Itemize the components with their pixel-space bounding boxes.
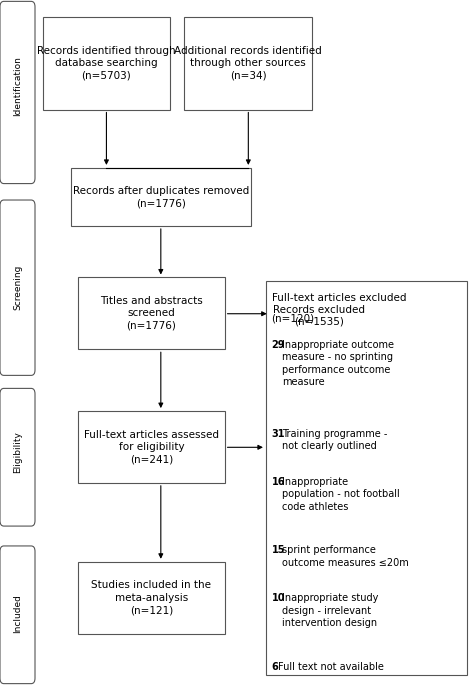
Text: Titles and abstracts
screened
(n=1776): Titles and abstracts screened (n=1776) (100, 296, 203, 331)
FancyBboxPatch shape (0, 546, 35, 684)
Text: Records excluded
(n=1535): Records excluded (n=1535) (273, 305, 365, 327)
Bar (71, 168, 251, 226)
Text: 31: 31 (272, 429, 285, 439)
Bar (266, 281, 467, 675)
Text: 15: 15 (272, 545, 285, 556)
Text: (n=120): (n=120) (272, 314, 315, 324)
Bar (78, 562, 225, 634)
Text: 6: 6 (272, 662, 278, 672)
Text: Full text not available: Full text not available (278, 662, 384, 672)
Text: Inappropriate
population - not football
code athletes: Inappropriate population - not football … (282, 477, 400, 512)
Text: Full-text articles assessed
for eligibility
(n=241): Full-text articles assessed for eligibil… (84, 429, 219, 464)
Text: 29: 29 (272, 340, 285, 350)
Text: sprint performance
outcome measures ≤20m: sprint performance outcome measures ≤20m (282, 545, 409, 568)
Text: 10: 10 (272, 593, 285, 603)
Text: Full-text articles excluded: Full-text articles excluded (272, 293, 406, 303)
Bar (78, 411, 225, 483)
Text: Training programme -
not clearly outlined: Training programme - not clearly outline… (282, 429, 387, 451)
FancyBboxPatch shape (0, 200, 35, 375)
Bar (184, 17, 312, 110)
Text: Studies included in the
meta-analysis
(n=121): Studies included in the meta-analysis (n… (91, 580, 211, 615)
Text: Records identified through
database searching
(n=5703): Records identified through database sear… (37, 46, 176, 81)
Bar (43, 17, 170, 110)
Text: Included: Included (13, 594, 23, 632)
Text: 16: 16 (272, 477, 285, 487)
Text: Inappropriate study
design - irrelevant
intervention design: Inappropriate study design - irrelevant … (282, 593, 378, 628)
FancyBboxPatch shape (0, 388, 35, 526)
Text: Screening: Screening (13, 265, 23, 310)
FancyBboxPatch shape (0, 1, 35, 184)
Bar (270, 291, 369, 340)
Bar (78, 277, 225, 349)
Text: Additional records identified
through other sources
(n=34): Additional records identified through ot… (175, 46, 322, 81)
Text: Identification: Identification (13, 55, 23, 116)
Text: Records after duplicates removed
(n=1776): Records after duplicates removed (n=1776… (73, 186, 249, 208)
Text: Eligibility: Eligibility (13, 431, 23, 473)
Text: Inappropriate outcome
measure - no sprinting
performance outcome
measure: Inappropriate outcome measure - no sprin… (282, 340, 394, 387)
